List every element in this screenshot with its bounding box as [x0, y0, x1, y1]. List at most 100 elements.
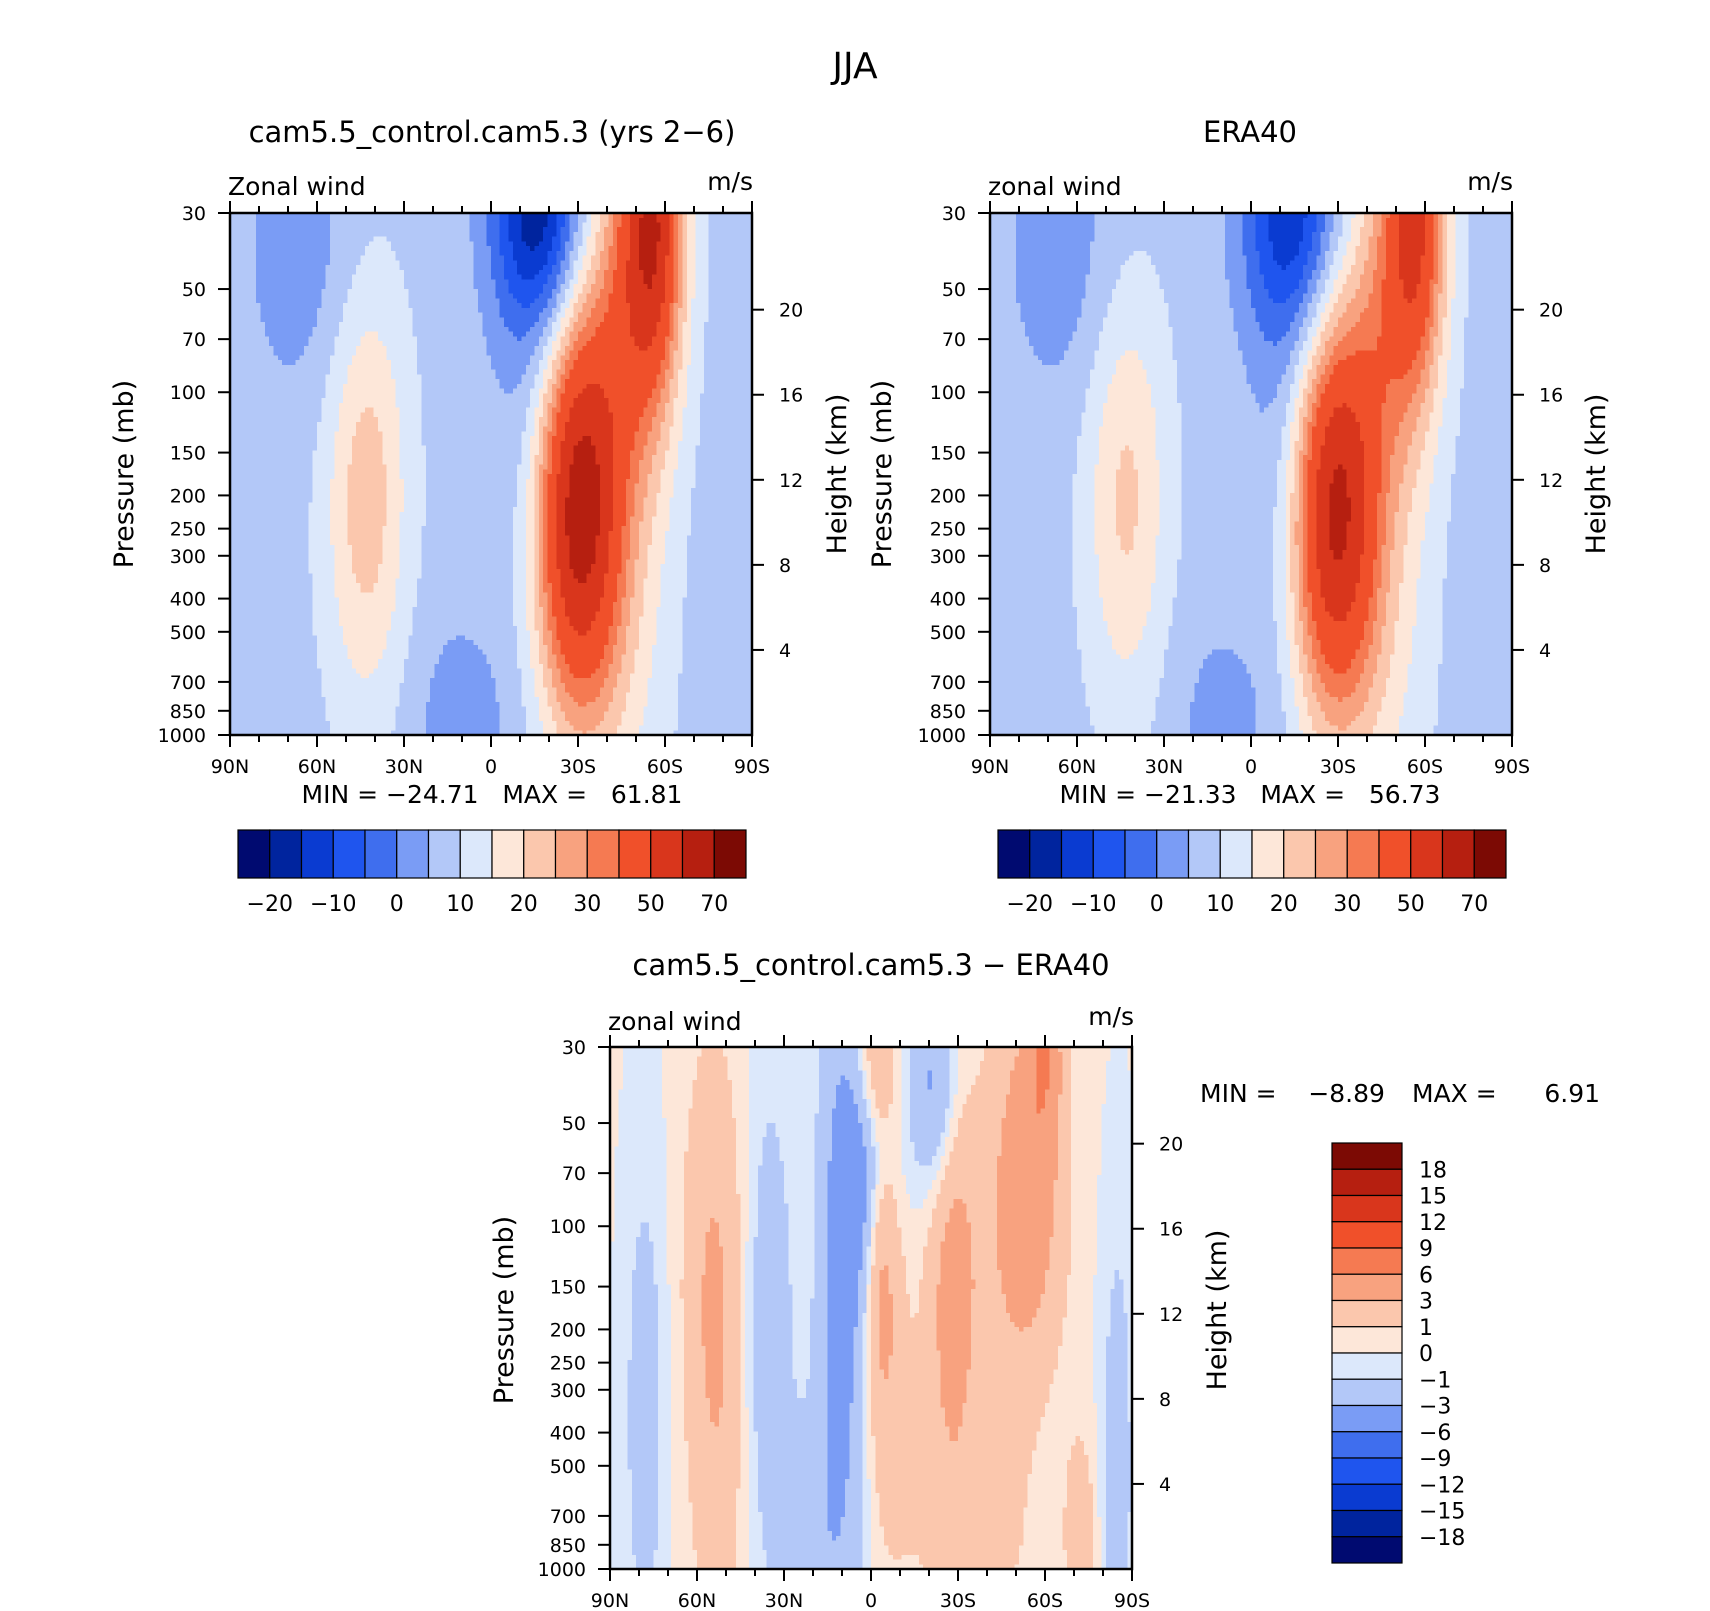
field-cell	[395, 232, 400, 237]
field-cell	[439, 218, 444, 223]
field-cell	[617, 218, 622, 223]
field-cell	[417, 218, 422, 223]
field-cell	[508, 218, 513, 223]
field-cell	[687, 237, 692, 242]
field-cell	[347, 251, 352, 256]
field-cell	[648, 237, 653, 242]
field-cell	[595, 246, 600, 251]
field-cell	[426, 218, 431, 223]
field-cell	[569, 222, 574, 227]
field-cell	[417, 251, 422, 256]
field-cell	[530, 227, 535, 232]
field-cell	[709, 218, 714, 223]
field-cell	[304, 246, 309, 251]
field-cell	[713, 218, 718, 223]
field-cell	[287, 246, 292, 251]
field-cell	[704, 241, 709, 246]
field-cell	[626, 227, 631, 232]
field-cell	[648, 232, 653, 237]
field-cell	[539, 246, 544, 251]
field-cell	[613, 246, 618, 251]
field-cell	[395, 218, 400, 223]
field-cell	[622, 218, 627, 223]
field-cell	[465, 222, 470, 227]
field-cell	[334, 237, 339, 242]
field-cell	[313, 227, 318, 232]
field-cell	[491, 222, 496, 227]
field-cell	[587, 241, 592, 246]
field-cell	[735, 227, 740, 232]
field-cell	[630, 232, 635, 237]
field-cell	[352, 232, 357, 237]
field-cell	[709, 237, 714, 242]
field-cell	[456, 246, 461, 251]
field-cell	[478, 218, 483, 223]
field-cell	[417, 246, 422, 251]
field-cell	[508, 246, 513, 251]
field-cell	[269, 251, 274, 256]
field-cell	[426, 232, 431, 237]
field-cell	[635, 227, 640, 232]
field-cell	[374, 218, 379, 223]
field-cell	[247, 251, 252, 256]
field-cell	[239, 251, 244, 256]
field-cell	[278, 246, 283, 251]
field-cell	[674, 237, 679, 242]
field-cell	[482, 246, 487, 251]
field-cell	[304, 222, 309, 227]
field-cell	[369, 237, 374, 242]
field-cell	[704, 246, 709, 251]
field-cell	[421, 237, 426, 242]
field-cell	[513, 227, 518, 232]
field-cell	[408, 251, 413, 256]
field-cell	[608, 246, 613, 251]
field-cell	[339, 251, 344, 256]
field-cell	[426, 227, 431, 232]
field-cell	[669, 246, 674, 251]
field-cell	[587, 246, 592, 251]
field-cell	[604, 232, 609, 237]
field-cell	[452, 218, 457, 223]
field-cell	[548, 232, 553, 237]
field-cell	[404, 232, 409, 237]
field-cell	[408, 218, 413, 223]
field-cell	[482, 232, 487, 237]
field-cell	[521, 232, 526, 237]
field-cell	[491, 218, 496, 223]
field-cell	[361, 232, 366, 237]
field-cell	[639, 222, 644, 227]
field-cell	[413, 237, 418, 242]
field-cell	[591, 246, 596, 251]
field-cell	[539, 222, 544, 227]
field-cell	[530, 232, 535, 237]
field-cell	[482, 222, 487, 227]
field-cell	[252, 222, 257, 227]
field-cell	[378, 218, 383, 223]
field-cell	[265, 227, 270, 232]
field-cell	[600, 246, 605, 251]
field-cell	[595, 241, 600, 246]
field-cell	[421, 222, 426, 227]
field-cell	[343, 222, 348, 227]
field-cell	[317, 246, 322, 251]
field-cell	[234, 251, 239, 256]
field-cell	[587, 237, 592, 242]
field-cell	[656, 227, 661, 232]
field-cell	[282, 218, 287, 223]
field-cell	[556, 222, 561, 227]
field-cell	[256, 232, 261, 237]
field-cell	[452, 232, 457, 237]
field-cell	[674, 227, 679, 232]
field-cell	[469, 251, 474, 256]
field-cell	[552, 222, 557, 227]
field-cell	[743, 237, 748, 242]
field-cell	[300, 232, 305, 237]
field-cell	[387, 251, 392, 256]
field-cell	[239, 222, 244, 227]
field-cell	[691, 222, 696, 227]
field-cell	[739, 241, 744, 246]
field-cell	[243, 227, 248, 232]
field-cell	[469, 218, 474, 223]
field-cell	[582, 237, 587, 242]
field-cell	[743, 232, 748, 237]
